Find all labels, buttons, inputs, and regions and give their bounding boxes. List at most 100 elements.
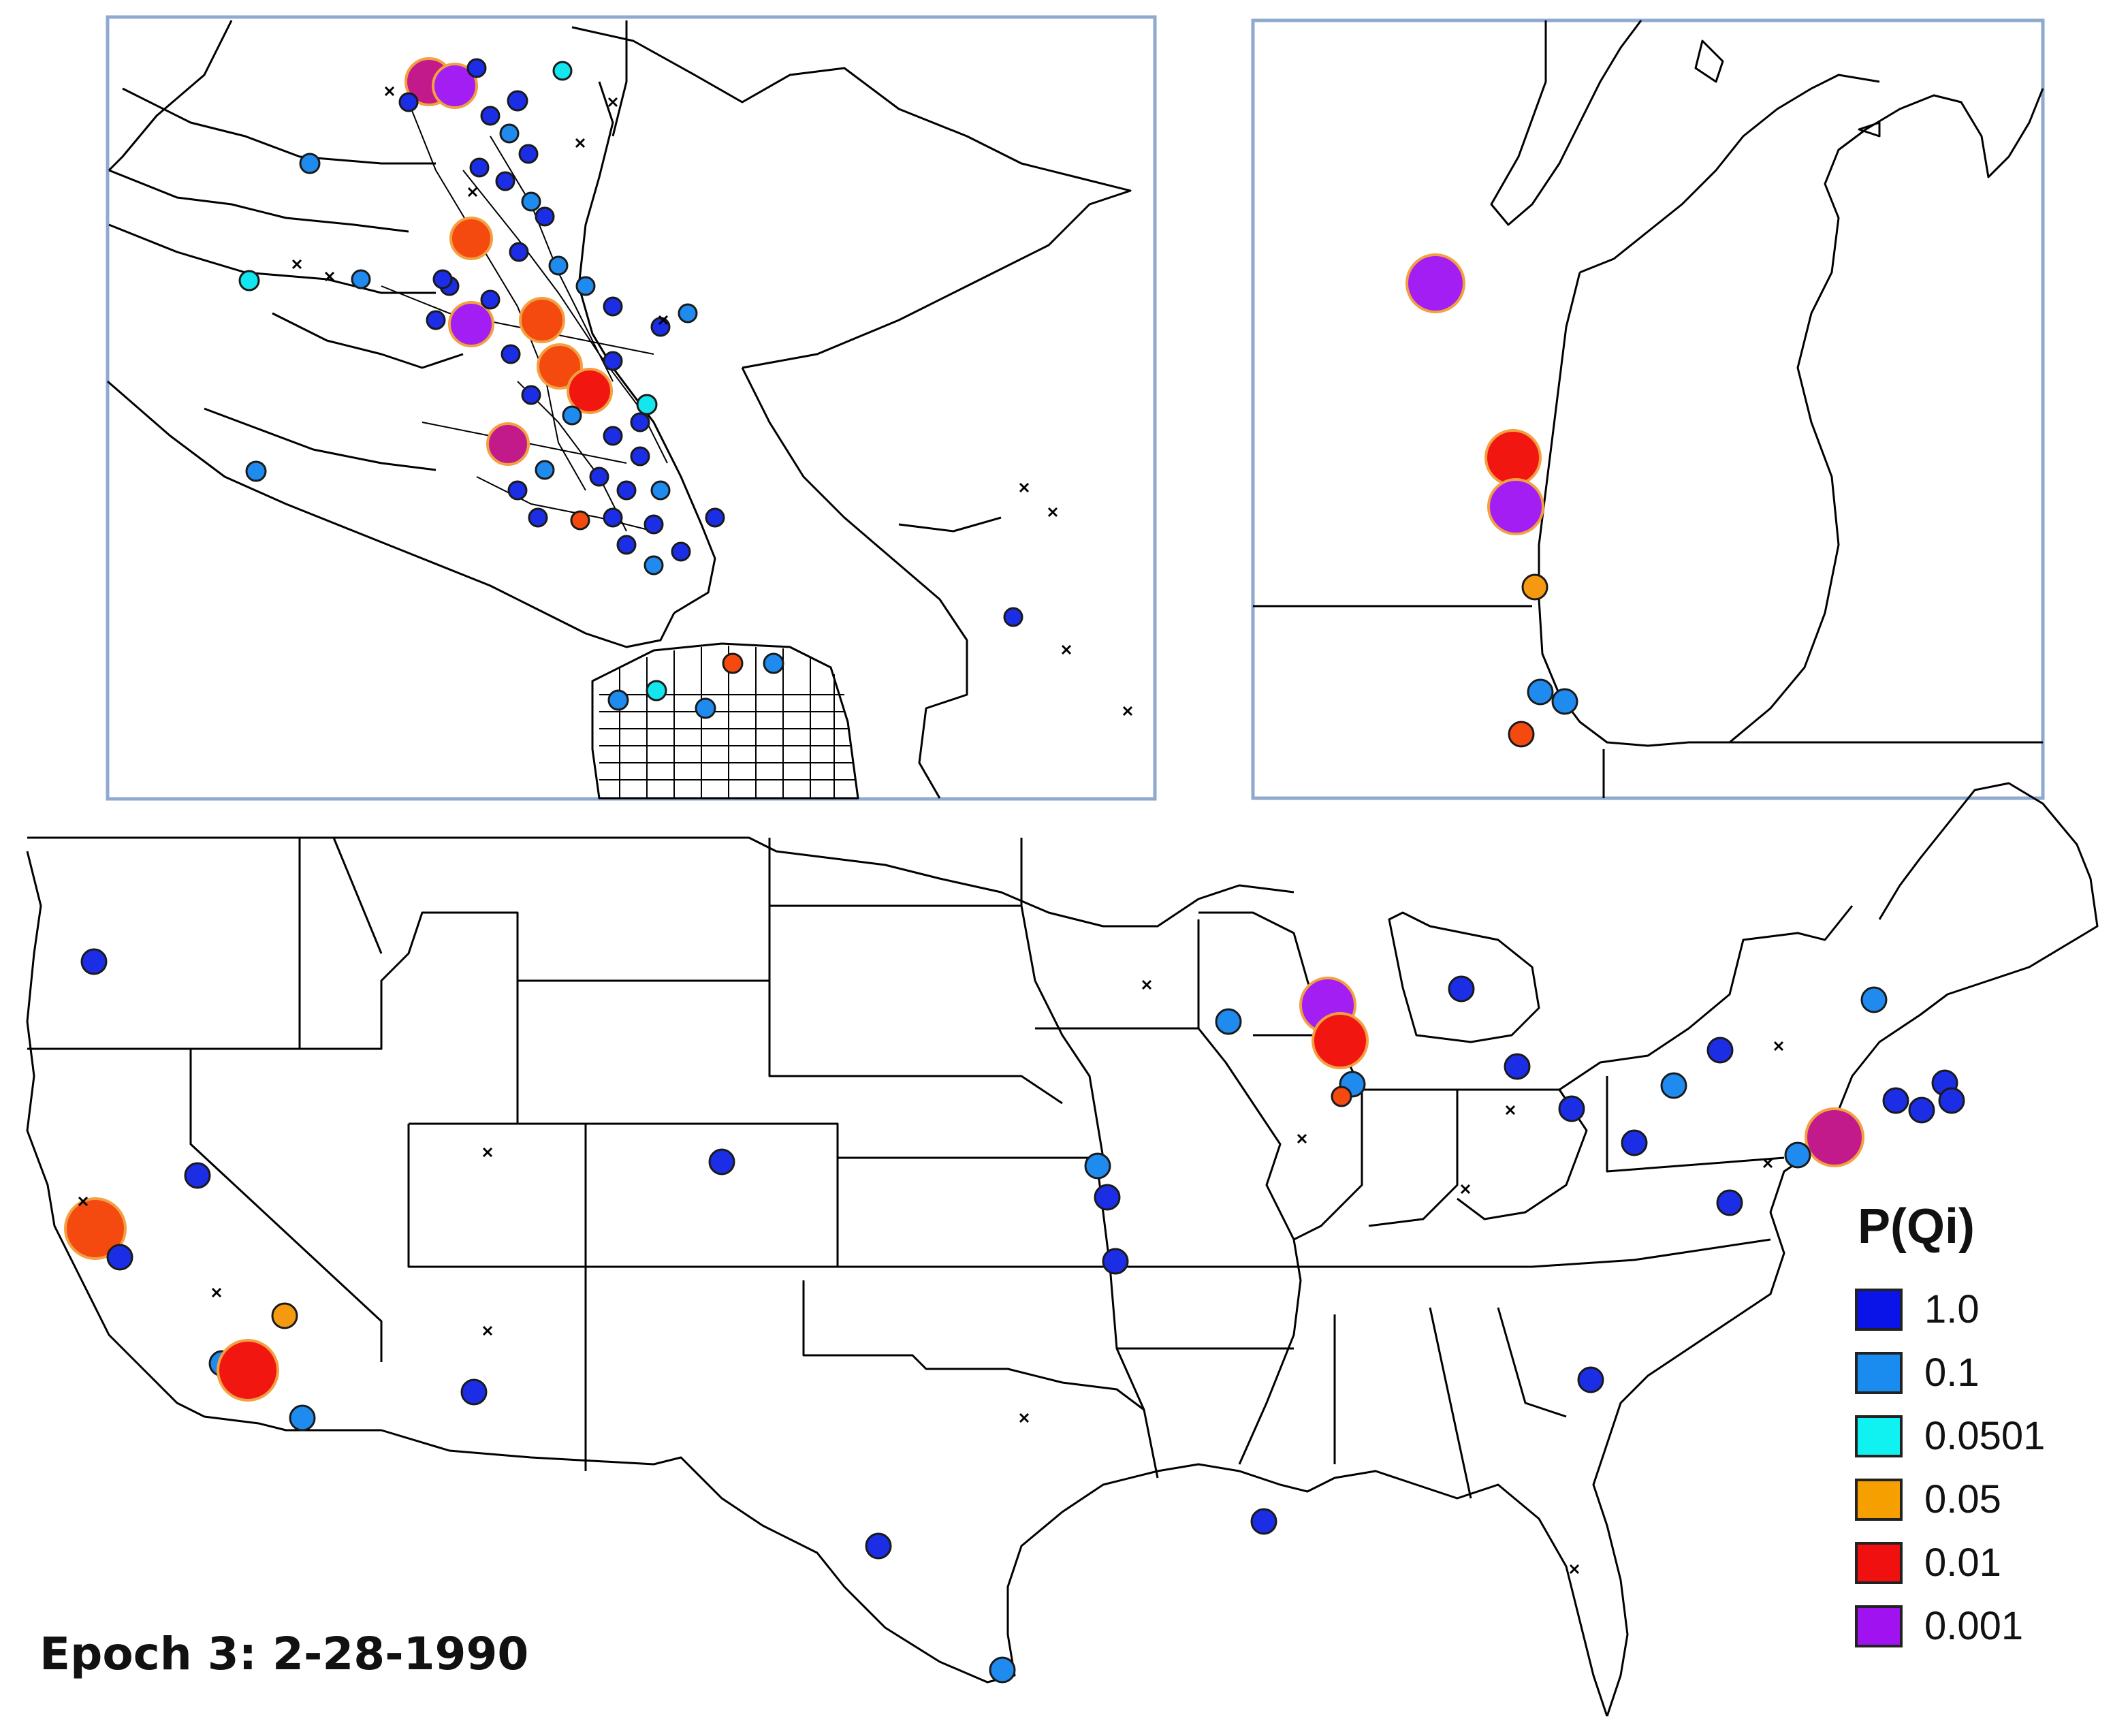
x-marker [482, 1325, 493, 1336]
station-marker [1882, 1087, 1909, 1114]
station-marker [603, 507, 623, 528]
legend-swatch [1855, 1351, 1903, 1394]
x-marker [1569, 1564, 1580, 1575]
x-marker [1762, 1158, 1773, 1169]
station-marker [184, 1162, 211, 1189]
x-marker [1047, 507, 1058, 518]
lake-michigan-inset [1251, 18, 2045, 800]
station-marker [501, 344, 521, 364]
station-marker [480, 289, 501, 310]
station-marker [1621, 1129, 1648, 1156]
station-marker [1448, 975, 1475, 1003]
x-marker [1505, 1105, 1516, 1116]
station-marker [1805, 1107, 1864, 1167]
x-marker [1122, 706, 1133, 716]
legend-swatch [1855, 1605, 1903, 1647]
station-marker [630, 412, 650, 432]
x-marker [291, 259, 302, 270]
legend-label: 0.0501 [1924, 1414, 2046, 1458]
legend-item: 0.01 [1851, 1531, 2096, 1594]
x-marker [607, 97, 618, 108]
station-marker [763, 652, 784, 674]
station-marker [1003, 607, 1023, 627]
station-marker [607, 689, 629, 711]
station-marker [603, 426, 623, 446]
legend-label: 0.1 [1924, 1351, 1980, 1395]
x-marker [467, 187, 478, 198]
station-marker [64, 1197, 127, 1260]
x-marker [482, 1147, 493, 1158]
station-marker [644, 555, 664, 575]
station-marker [548, 255, 569, 276]
bay-area-coastline [107, 20, 1132, 799]
station-marker [589, 467, 609, 487]
station-marker [521, 191, 541, 212]
station-marker [535, 206, 555, 227]
station-marker [238, 270, 260, 291]
station-marker [1908, 1096, 1935, 1124]
station-marker [1527, 678, 1554, 706]
station-marker [1484, 429, 1542, 486]
legend-swatch [1855, 1478, 1903, 1521]
station-marker [603, 351, 623, 371]
station-marker [1577, 1366, 1604, 1393]
legend-item: 0.1 [1851, 1341, 2096, 1404]
station-marker [495, 171, 515, 191]
station-marker [1551, 688, 1578, 715]
station-marker [509, 242, 529, 262]
legend-swatch [1855, 1541, 1903, 1584]
station-marker [466, 58, 487, 78]
x-marker [324, 271, 335, 282]
station-marker [486, 422, 530, 466]
bay-area-inset [106, 15, 1157, 801]
station-marker [989, 1656, 1016, 1684]
station-marker [616, 480, 637, 501]
station-marker [705, 507, 725, 528]
x-marker [1773, 1041, 1784, 1052]
station-marker [1706, 1037, 1734, 1064]
station-marker [507, 90, 528, 112]
station-marker [528, 507, 548, 528]
station-marker [519, 297, 565, 343]
station-marker [432, 63, 478, 109]
station-marker [499, 123, 520, 144]
legend-title: P(Qi) [1858, 1199, 1975, 1254]
station-marker [518, 144, 539, 164]
station-marker [865, 1532, 892, 1560]
station-marker [1784, 1141, 1811, 1169]
x-marker [1460, 1184, 1471, 1195]
station-marker [432, 269, 453, 289]
station-marker [1521, 573, 1548, 601]
legend-label: 0.05 [1924, 1477, 2001, 1521]
station-marker [650, 480, 671, 501]
legend-item: 0.001 [1851, 1594, 2096, 1658]
x-marker [1141, 979, 1152, 990]
legend-label: 0.01 [1924, 1541, 2001, 1585]
station-marker [1660, 1072, 1687, 1099]
legend-swatch [1855, 1288, 1903, 1331]
station-marker [603, 296, 623, 317]
station-marker [1487, 478, 1544, 535]
station-marker [650, 317, 671, 337]
station-marker [1716, 1189, 1743, 1216]
x-marker [575, 138, 586, 148]
station-marker [426, 310, 446, 330]
x-marker [658, 315, 669, 326]
station-marker [449, 217, 493, 260]
station-marker [507, 480, 528, 501]
station-marker [630, 446, 650, 467]
station-marker [1508, 721, 1535, 748]
legend: P(Qi) 1.0 0.1 0.0501 0.05 0.01 0.001 [1851, 1199, 2096, 1658]
legend-label: 0.001 [1924, 1604, 2024, 1648]
station-marker [644, 514, 664, 535]
station-marker [1102, 1248, 1129, 1275]
station-marker [552, 61, 573, 81]
x-marker [1061, 644, 1072, 655]
station-marker [1084, 1152, 1111, 1180]
station-marker [1215, 1008, 1242, 1035]
station-marker [537, 343, 583, 390]
station-marker [695, 697, 716, 719]
station-marker [722, 652, 744, 674]
x-marker [1019, 482, 1030, 493]
